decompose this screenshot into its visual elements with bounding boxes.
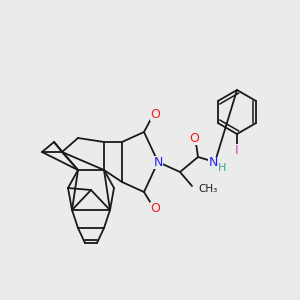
Text: H: H [218, 163, 226, 173]
Text: O: O [150, 107, 160, 121]
Text: O: O [150, 202, 160, 214]
Text: N: N [153, 155, 163, 169]
Text: CH₃: CH₃ [198, 184, 217, 194]
Text: I: I [235, 143, 239, 157]
Text: N: N [208, 157, 218, 169]
Text: O: O [189, 131, 199, 145]
